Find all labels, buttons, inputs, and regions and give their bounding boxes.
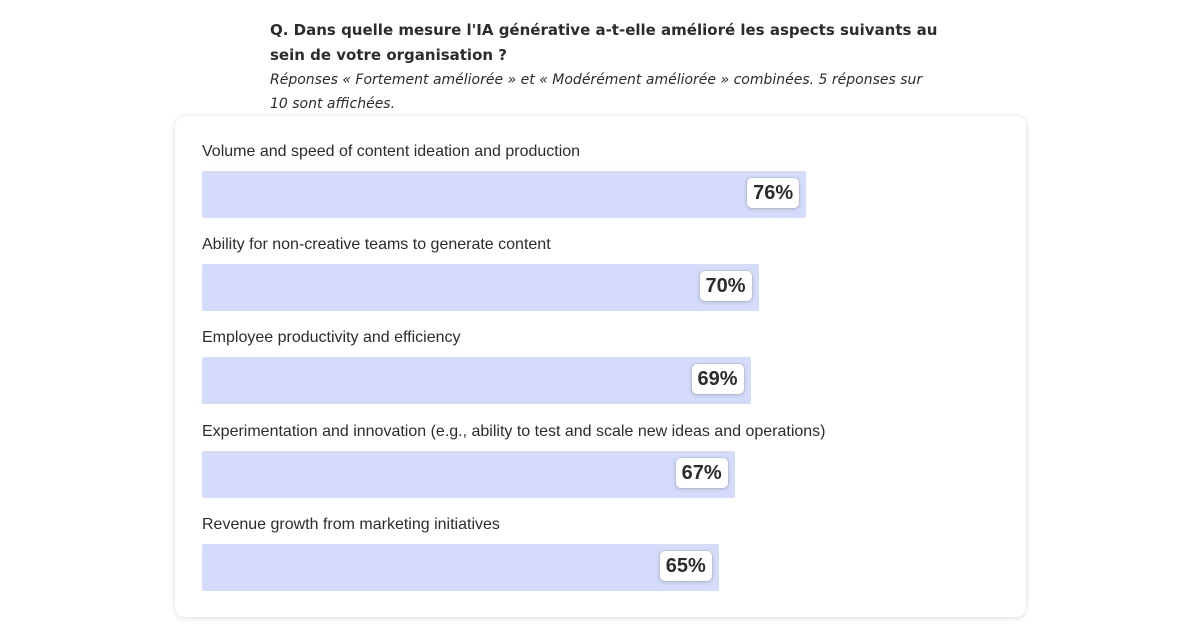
value-label: 67% (675, 457, 728, 488)
bar-track: 67% (202, 450, 1002, 498)
bar-track: 65% (202, 543, 1002, 591)
value-label: 76% (747, 178, 800, 208)
bar-row: Revenue growth from marketing initiative… (202, 515, 1002, 591)
category-label: Ability for non-creative teams to genera… (202, 236, 551, 254)
category-label: Revenue growth from marketing initiative… (202, 515, 500, 533)
bar (202, 357, 751, 405)
bar (202, 171, 807, 218)
value-label: 65% (659, 550, 712, 581)
bar (202, 543, 719, 591)
category-label: Employee productivity and efficiency (202, 329, 461, 347)
value-label: 70% (699, 271, 752, 302)
value-label: 69% (691, 364, 744, 395)
category-label: Volume and speed of content ideation and… (202, 143, 581, 160)
category-label: Experimentation and innovation (e.g., ab… (202, 422, 826, 440)
bar-track: 76% (202, 171, 1002, 218)
bar (202, 450, 735, 498)
chart-card: Volume and speed of content ideation and… (175, 116, 1026, 617)
question-text: Q. Dans quelle mesure l'IA générative a-… (270, 21, 938, 64)
question-header: Q. Dans quelle mesure l'IA générative a-… (270, 18, 940, 116)
response-note: Réponses « Fortement améliorée » et « Mo… (270, 72, 923, 112)
bar-row: Volume and speed of content ideation and… (202, 142, 1002, 218)
bar-row: Experimentation and innovation (e.g., ab… (202, 422, 1002, 498)
bar (202, 264, 759, 312)
bar-row: Employee productivity and efficiency 69% (202, 328, 1002, 405)
bar-track: 70% (202, 264, 1002, 312)
bar-track: 69% (202, 357, 1002, 405)
bar-row: Ability for non-creative teams to genera… (202, 235, 1002, 312)
